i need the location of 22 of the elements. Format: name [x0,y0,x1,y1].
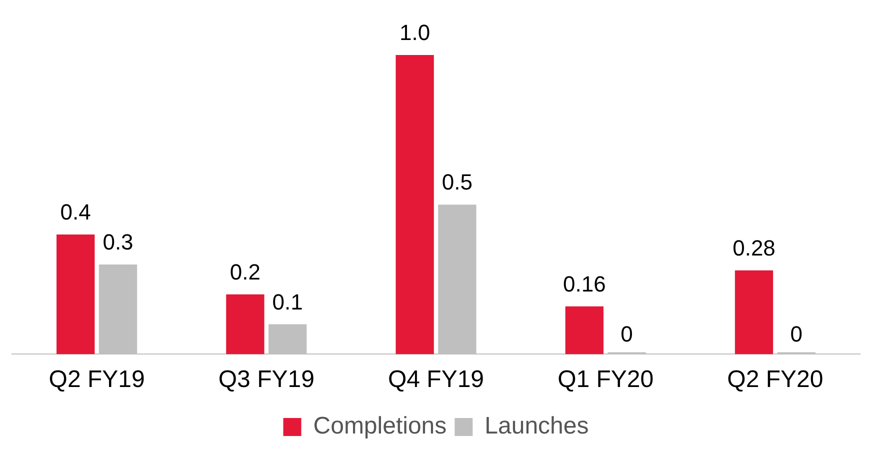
bar [56,234,95,354]
data-label: 0.5 [442,170,472,195]
bar [396,55,434,354]
data-label: 0.4 [60,200,91,225]
bar [226,294,264,354]
data-label: 0.28 [732,235,776,260]
data-label: 1.0 [400,20,430,46]
bar [734,270,774,354]
x-tick-label: Q3 FY19 [218,366,314,394]
data-label: 0 [620,321,633,346]
data-label: 0.2 [230,259,260,284]
bar [565,306,604,354]
x-tick-label: Q1 FY20 [558,366,654,394]
x-tick-label: Q4 FY19 [388,366,484,394]
legend-label: Launches [484,412,589,440]
data-label: 0.1 [272,289,303,314]
data-label: 0.3 [102,230,134,255]
data-label: 0.16 [562,271,606,296]
legend-label: Completions [313,412,447,440]
data-label: 0 [790,321,803,346]
x-tick-label: Q2 FY19 [48,366,145,394]
x-tick-label: Q2 FY20 [727,366,824,394]
